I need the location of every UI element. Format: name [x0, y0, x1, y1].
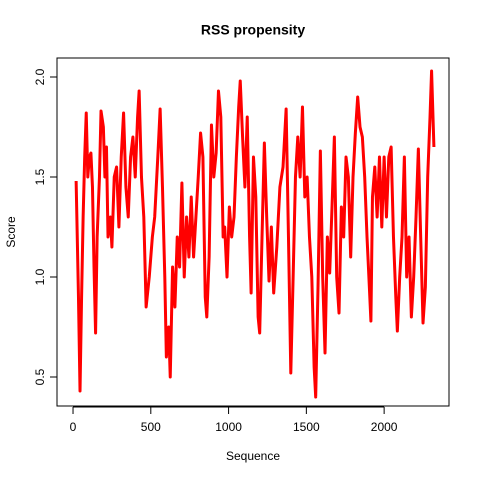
x-axis-label: Sequence: [226, 449, 280, 463]
chart-title: RSS propensity: [201, 22, 305, 38]
y-tick-label: 0.5: [33, 368, 47, 385]
x-tick-label: 0: [70, 420, 77, 434]
x-tick-label: 2000: [371, 420, 398, 434]
y-tick-label: 1.0: [33, 268, 47, 285]
data-line: [74, 69, 436, 399]
y-tick-label: 2.0: [33, 68, 47, 85]
y-tick-label: 1.5: [33, 168, 47, 185]
x-tick-label: 1000: [215, 420, 242, 434]
x-tick-label: 500: [141, 420, 161, 434]
y-axis-label: Score: [4, 216, 18, 248]
x-tick-label: 1500: [293, 420, 320, 434]
